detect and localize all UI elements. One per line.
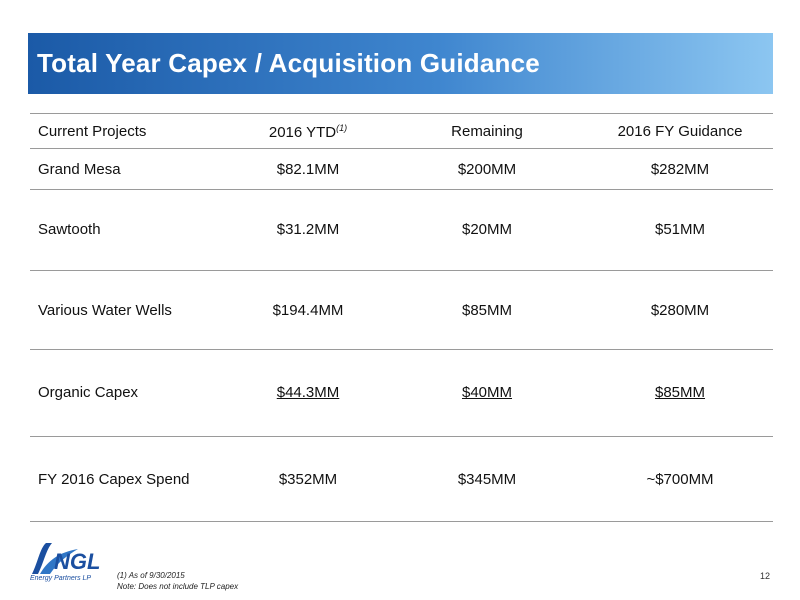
remaining-value: $20MM bbox=[461, 221, 513, 238]
remaining-value: $345MM bbox=[457, 471, 517, 488]
capex-table: Current Projects 2016 YTD(1) Remaining 2… bbox=[30, 113, 773, 522]
ngl-logo-mark: NGL bbox=[32, 543, 100, 574]
table-row-total: FY 2016 Capex Spend $352MM $345MM ~$700M… bbox=[30, 437, 773, 522]
page-title: Total Year Capex / Acquisition Guidance bbox=[37, 48, 540, 78]
header-remaining: Remaining bbox=[451, 123, 523, 140]
footnote-1: (1) As of 9/30/2015 bbox=[117, 571, 185, 580]
guidance-value: $51MM bbox=[654, 221, 706, 238]
ytd-value: $44.3MM bbox=[276, 384, 340, 401]
guidance-value: $85MM bbox=[654, 384, 706, 401]
header-2016-ytd: 2016 YTD(1) bbox=[258, 123, 358, 141]
svg-text:NGL: NGL bbox=[54, 549, 100, 574]
guidance-value: $280MM bbox=[650, 302, 710, 319]
footnote-note: Note: Does not include TLP capex bbox=[117, 582, 239, 591]
logo-tagline: Energy Partners LP bbox=[30, 575, 92, 582]
table-row: Various Water Wells $194.4MM $85MM $280M… bbox=[30, 271, 773, 350]
guidance-value: $282MM bbox=[650, 161, 710, 178]
header-current-projects: Current Projects bbox=[38, 123, 147, 140]
guidance-value: ~$700MM bbox=[646, 471, 714, 488]
table-row: Grand Mesa $82.1MM $200MM $282MM bbox=[30, 149, 773, 190]
row-label: Grand Mesa bbox=[38, 161, 121, 178]
header-2016-fy-guidance: 2016 FY Guidance bbox=[617, 123, 743, 140]
page-number: 12 bbox=[760, 571, 771, 581]
ytd-value: $82.1MM bbox=[276, 161, 340, 178]
remaining-value: $40MM bbox=[461, 384, 513, 401]
remaining-value: $200MM bbox=[457, 161, 517, 178]
table-row: Organic Capex $44.3MM $40MM $85MM bbox=[30, 350, 773, 437]
ytd-value: $31.2MM bbox=[276, 221, 340, 238]
ngl-logo: NGL Energy Partners LP bbox=[30, 540, 102, 592]
ytd-value: $352MM bbox=[278, 471, 338, 488]
row-label: FY 2016 Capex Spend bbox=[38, 471, 190, 488]
footnote-marker: (1) bbox=[336, 123, 348, 133]
row-label: Various Water Wells bbox=[38, 302, 172, 319]
ytd-value: $194.4MM bbox=[272, 302, 344, 319]
remaining-value: $85MM bbox=[461, 302, 513, 319]
table-row: Sawtooth $31.2MM $20MM $51MM bbox=[30, 190, 773, 271]
header-2016-ytd-label: 2016 YTD bbox=[268, 124, 337, 141]
table-header-row: Current Projects 2016 YTD(1) Remaining 2… bbox=[30, 113, 773, 149]
title-banner: Total Year Capex / Acquisition Guidance bbox=[28, 33, 773, 94]
row-label: Sawtooth bbox=[38, 221, 101, 238]
row-label: Organic Capex bbox=[38, 384, 139, 401]
